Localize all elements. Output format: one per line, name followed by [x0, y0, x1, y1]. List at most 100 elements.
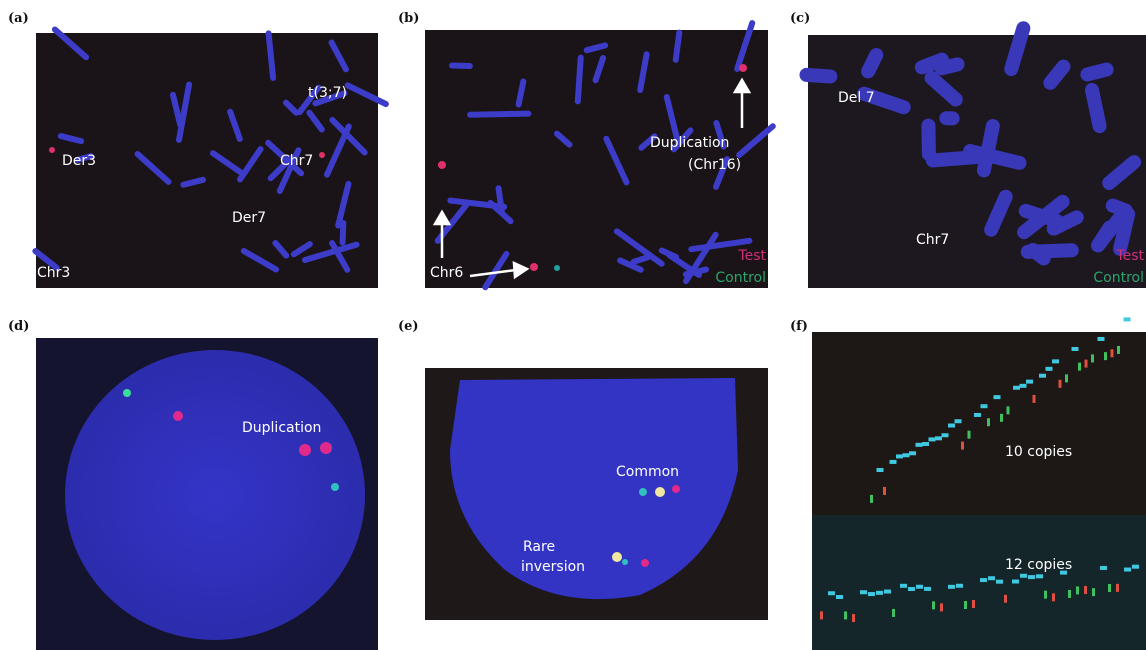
fiber-signal	[972, 600, 975, 608]
fiber-signal	[1085, 360, 1088, 368]
annotation: Chr7	[916, 232, 949, 248]
fiber-signal	[1059, 380, 1062, 388]
fiber-signal	[1111, 349, 1114, 357]
fiber-signal	[1012, 580, 1019, 584]
fiber-signal	[1116, 584, 1119, 592]
fiber-signal	[1052, 593, 1055, 601]
fiber-signal	[1098, 337, 1105, 341]
fiber-signal	[1036, 574, 1043, 578]
fiber-signal	[1026, 380, 1033, 384]
annotation: Control	[715, 270, 766, 286]
fiber-signal	[932, 601, 935, 609]
fiber-signal	[890, 460, 897, 464]
fiber-signal	[994, 395, 1001, 399]
fiber-signal	[1078, 363, 1081, 371]
fiber-signal	[1004, 595, 1007, 603]
fiber-signal	[1104, 352, 1107, 360]
annotation: Duplication	[650, 135, 729, 151]
fiber-signal	[903, 453, 910, 457]
annotation: Test	[737, 248, 766, 264]
annotation: Chr6	[430, 265, 463, 281]
annotation: Der7	[232, 210, 266, 226]
fiber-signal	[924, 587, 931, 591]
fiber-signal	[870, 495, 873, 503]
fiber-signal	[896, 454, 903, 458]
fiber-signal	[948, 585, 955, 589]
fiber-signal	[974, 413, 981, 417]
fiber-signal	[1117, 346, 1120, 354]
fiber-signal	[968, 431, 971, 439]
fiber-signal	[1072, 347, 1079, 351]
panel-label: (b)	[398, 11, 419, 26]
fiber-signal	[955, 419, 962, 423]
annotation: Control	[1093, 270, 1144, 286]
nucleus	[65, 350, 365, 640]
fiber-signal	[961, 442, 964, 450]
fiber-signal	[1124, 317, 1131, 321]
annotation: Test	[1115, 248, 1144, 264]
fiber-signal	[883, 487, 886, 495]
fiber-signal	[877, 468, 884, 472]
fiber-signal	[844, 611, 847, 619]
panel-label: (a)	[8, 11, 29, 26]
fiber-signal	[980, 578, 987, 582]
fiber-signal	[916, 443, 923, 447]
fiber-signal	[908, 587, 915, 591]
annotation: t(3;7)	[308, 85, 347, 101]
fiber-signal	[900, 584, 907, 588]
fiber-signal	[996, 580, 1003, 584]
panel-label: (e)	[398, 319, 419, 334]
fiber-signal	[1091, 354, 1094, 362]
fiber-signal	[1124, 568, 1131, 572]
annotation: 10 copies	[1005, 444, 1072, 460]
fiber-signal	[964, 601, 967, 609]
fiber-signal	[884, 590, 891, 594]
image-f-bottom	[812, 515, 1146, 650]
fiber-signal	[1108, 584, 1111, 592]
fiber-signal	[929, 437, 936, 441]
annotation: Der3	[62, 153, 96, 169]
fiber-signal	[892, 609, 895, 617]
fiber-signal	[956, 584, 963, 588]
fiber-signal	[860, 590, 867, 594]
annotation: (Chr16)	[688, 157, 741, 173]
fiber-signal	[828, 591, 835, 595]
panel-images	[36, 30, 1146, 650]
annotation: Common	[616, 464, 679, 480]
fiber-signal	[1039, 374, 1046, 378]
fiber-signal	[935, 436, 942, 440]
fiber-signal	[909, 451, 916, 455]
fiber-signal	[836, 595, 843, 599]
fiber-signal	[1132, 565, 1139, 569]
fiber-signal	[916, 585, 923, 589]
fiber-signal	[1076, 586, 1079, 594]
panel-label: (f)	[790, 319, 808, 334]
fiber-signal	[1068, 590, 1071, 598]
fiber-signal	[1033, 395, 1036, 403]
fiber-signal	[1028, 575, 1035, 579]
fiber-signal	[948, 424, 955, 428]
annotation: Chr3	[37, 265, 70, 281]
panel-label: (c)	[790, 11, 810, 26]
fiber-signal	[1065, 374, 1068, 382]
fiber-signal	[981, 404, 988, 408]
fiber-signal	[852, 614, 855, 622]
chromosome	[939, 111, 959, 125]
fiber-signal	[1084, 586, 1087, 594]
fiber-signal	[1052, 359, 1059, 363]
fiber-signal	[868, 592, 875, 596]
fiber-signal	[1092, 588, 1095, 596]
fiber-signal	[1044, 591, 1047, 599]
panel-label: (d)	[8, 319, 29, 334]
annotation: Del 7	[838, 90, 875, 106]
fiber-signal	[1100, 566, 1107, 570]
fiber-signal	[820, 611, 823, 619]
chromosome	[799, 67, 838, 84]
annotation: Chr7	[280, 153, 313, 169]
fiber-signal	[876, 591, 883, 595]
chromosome	[467, 111, 531, 118]
chromosome	[449, 62, 473, 69]
fiber-signal	[1007, 406, 1010, 414]
fiber-signal	[1046, 367, 1053, 371]
annotation: Duplication	[242, 420, 321, 436]
